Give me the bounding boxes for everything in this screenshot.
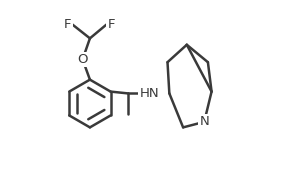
Text: N: N — [199, 115, 209, 128]
Text: F: F — [107, 18, 115, 31]
Text: HN: HN — [139, 87, 159, 100]
Text: O: O — [77, 53, 88, 66]
Text: F: F — [64, 18, 72, 31]
